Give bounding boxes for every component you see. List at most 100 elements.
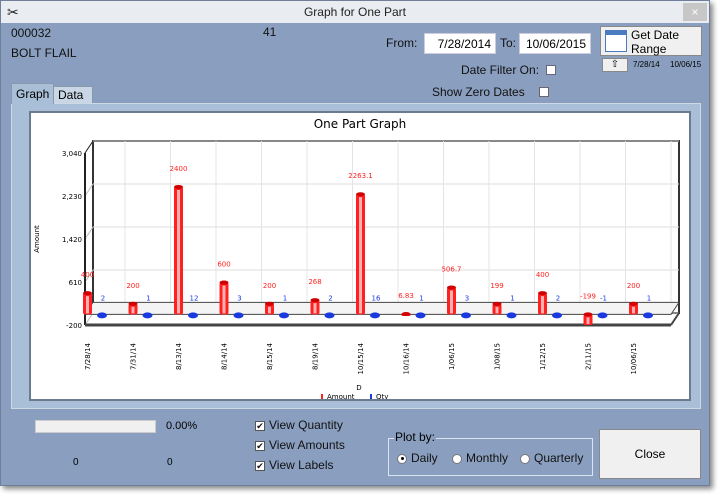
amount-data-label: 6.83 xyxy=(398,292,414,300)
amount-bar-cap xyxy=(447,285,456,290)
range-from-value: 7/28/14 xyxy=(633,60,660,69)
amount-bar-cap xyxy=(174,184,183,189)
up-arrow-button[interactable]: ⇧ xyxy=(602,58,628,72)
amount-data-label: 268 xyxy=(308,278,321,286)
amount-bar-highlight xyxy=(359,197,362,314)
radio-quarterly[interactable]: Quarterly xyxy=(520,451,583,465)
qty-data-label: 2 xyxy=(101,294,105,302)
x-tick-label: 8/13/14 xyxy=(175,342,183,370)
plot-by-group: Plot by: Daily Monthly Quarterly xyxy=(388,430,593,476)
x-tick-label: 1/08/15 xyxy=(494,343,502,370)
show-zero-dates-checkbox[interactable] xyxy=(539,87,549,97)
progress-label: 0.00% xyxy=(166,420,198,432)
amount-data-label: 400 xyxy=(81,271,94,279)
y-tick-label: 3,040 xyxy=(62,150,82,158)
qty-marker xyxy=(324,312,335,319)
x-axis-end xyxy=(670,312,680,326)
gridline-side xyxy=(84,269,94,283)
amount-bar-highlight xyxy=(177,189,180,314)
qty-data-label: 1 xyxy=(510,294,514,302)
qty-marker xyxy=(188,312,198,319)
x-tick-label: 8/15/14 xyxy=(266,342,274,370)
gridline-side xyxy=(84,183,94,197)
amount-data-label: 200 xyxy=(263,282,276,290)
graph-window: ✂ Graph for One Part × 000032 BOLT FLAIL… xyxy=(0,0,710,486)
radio-daily[interactable]: Daily xyxy=(397,451,438,465)
date-filter-checkbox[interactable] xyxy=(546,65,556,75)
qty-marker xyxy=(552,312,562,319)
amount-bar-highlight xyxy=(632,306,635,314)
one-part-chart: One Part Graph -200 610 1,420 2,230 3,040 Amou… xyxy=(33,117,680,401)
amount-bar-highlight xyxy=(450,290,453,314)
y-axis-top xyxy=(84,140,94,154)
show-zero-dates-label: Show Zero Dates xyxy=(432,85,525,99)
view-amounts-checkbox[interactable]: ✔ View Amounts xyxy=(255,438,345,452)
amount-bar-cap xyxy=(538,291,547,296)
y-axis-label: Amount xyxy=(33,225,41,253)
amount-data-label: 199 xyxy=(490,282,503,290)
date-filter-label: Date Filter On: xyxy=(461,63,540,77)
qty-marker xyxy=(279,312,289,319)
gridline-side xyxy=(84,312,94,326)
to-label: To: xyxy=(500,36,517,50)
tab-graph[interactable]: Graph xyxy=(11,83,55,104)
amount-data-label: 400 xyxy=(536,271,549,279)
part-count: 41 xyxy=(263,25,277,39)
qty-data-label: 1 xyxy=(647,294,651,302)
qty-data-label: 3 xyxy=(465,294,469,302)
qty-marker xyxy=(506,312,517,319)
x-tick-label: 1/06/15 xyxy=(448,343,456,370)
amount-bar-highlight xyxy=(222,285,226,314)
close-window-button[interactable]: × xyxy=(683,3,707,21)
x-tick-label: 10/16/14 xyxy=(403,342,411,374)
to-date-input[interactable]: 10/06/2015 xyxy=(519,33,591,54)
qty-data-label: 2 xyxy=(556,294,560,302)
x-tick-label: 7/31/14 xyxy=(130,342,138,370)
x-tick-label: 7/28/14 xyxy=(84,342,92,370)
amount-bar-highlight xyxy=(541,296,544,314)
qty-data-label: -1 xyxy=(600,294,607,302)
qty-data-label: 1 xyxy=(146,294,150,302)
tools-icon: ✂ xyxy=(7,4,19,20)
tab-data[interactable]: Data xyxy=(53,86,93,103)
part-number: 000032 xyxy=(11,26,52,40)
progress-bar xyxy=(35,420,156,433)
qty-data-label: 1 xyxy=(283,294,287,302)
amount-bar-cap xyxy=(265,301,274,306)
get-date-range-button[interactable]: Get Date Range xyxy=(600,26,702,56)
legend-amount-swatch xyxy=(321,394,323,399)
amount-bar-cap xyxy=(356,192,365,197)
x-tick-label: 10/15/14 xyxy=(357,342,365,374)
amount-bar-highlight xyxy=(131,306,135,314)
radio-monthly[interactable]: Monthly xyxy=(452,451,508,465)
qty-marker xyxy=(461,312,471,319)
amount-bar-highlight xyxy=(313,303,317,314)
amount-bar-cap xyxy=(83,291,92,296)
y-tick-label: 610 xyxy=(69,279,82,287)
legend-qty-label: Qty xyxy=(376,393,388,399)
qty-marker xyxy=(597,312,608,319)
amount-data-label: 200 xyxy=(627,282,640,290)
legend-amount-label: Amount xyxy=(327,393,355,399)
amount-bar-cap xyxy=(310,298,320,303)
amount-bar-cap xyxy=(401,312,411,317)
amount-bar-cap xyxy=(492,301,502,306)
x-tick-label: 1/12/15 xyxy=(539,343,547,370)
title-bar: ✂ Graph for One Part × xyxy=(1,1,709,23)
qty-data-label: 1 xyxy=(419,294,423,302)
close-button[interactable]: Close xyxy=(599,429,701,479)
window-title: Graph for One Part xyxy=(303,5,407,19)
view-quantity-checkbox[interactable]: ✔ View Quantity xyxy=(255,418,343,432)
amount-bar-highlight xyxy=(495,306,499,314)
view-labels-checkbox[interactable]: ✔ View Labels xyxy=(255,458,334,472)
from-date-input[interactable]: 7/28/2014 xyxy=(424,33,496,54)
qty-marker xyxy=(643,312,653,319)
qty-marker xyxy=(233,312,244,319)
amount-data-label: 200 xyxy=(126,282,139,290)
x-tick-label: 8/14/14 xyxy=(221,342,229,370)
gridline-side xyxy=(84,226,94,240)
chart-title: One Part Graph xyxy=(314,117,407,131)
amount-bar-highlight xyxy=(268,306,271,314)
amount-data-label: 2400 xyxy=(170,165,188,173)
amount-bar-cap xyxy=(128,301,138,306)
